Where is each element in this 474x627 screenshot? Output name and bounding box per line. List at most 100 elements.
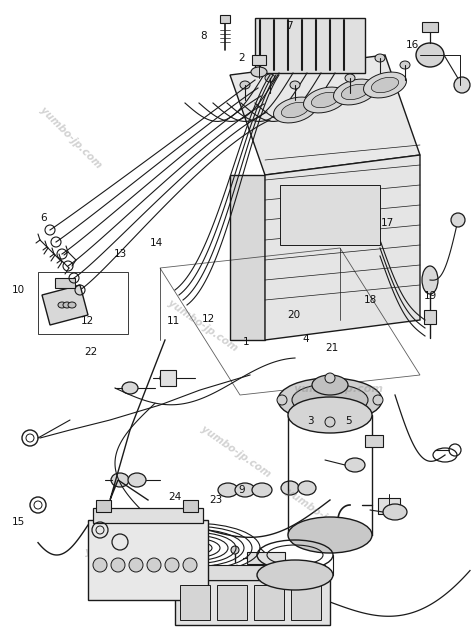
Text: 15: 15 (11, 517, 25, 527)
Bar (252, 55, 266, 65)
Circle shape (165, 558, 179, 572)
Ellipse shape (240, 81, 250, 89)
Circle shape (325, 373, 335, 383)
Ellipse shape (371, 77, 399, 93)
Ellipse shape (290, 81, 300, 89)
Circle shape (373, 395, 383, 405)
Ellipse shape (58, 302, 66, 308)
Bar (93, 508, 203, 523)
Bar (38, 272, 128, 334)
Text: 22: 22 (84, 347, 98, 357)
Text: 16: 16 (406, 40, 419, 50)
Bar (365, 435, 383, 447)
Polygon shape (265, 155, 420, 340)
Bar (180, 585, 210, 620)
Text: yumbo-jp.com: yumbo-jp.com (284, 487, 358, 542)
Circle shape (111, 558, 125, 572)
Ellipse shape (128, 473, 146, 487)
Text: 24: 24 (168, 492, 181, 502)
Bar (55, 278, 75, 288)
Circle shape (129, 558, 143, 572)
Ellipse shape (185, 546, 201, 570)
Text: 3: 3 (307, 416, 314, 426)
Ellipse shape (160, 372, 176, 384)
Bar (96, 500, 111, 512)
Text: 5: 5 (345, 416, 352, 426)
Text: 18: 18 (364, 295, 377, 305)
Ellipse shape (265, 74, 275, 82)
Bar (175, 580, 330, 625)
Bar (88, 520, 208, 600)
Ellipse shape (416, 43, 444, 67)
Text: 12: 12 (81, 316, 94, 326)
Ellipse shape (281, 481, 299, 495)
Ellipse shape (364, 72, 407, 98)
Bar (254, 585, 284, 620)
Text: 7: 7 (286, 21, 292, 31)
Circle shape (183, 558, 197, 572)
Text: 13: 13 (114, 249, 128, 259)
Text: 2: 2 (238, 53, 245, 63)
Text: yumbo-jp.com: yumbo-jp.com (85, 547, 174, 557)
Circle shape (231, 546, 239, 554)
Ellipse shape (111, 473, 129, 487)
Text: 1: 1 (243, 337, 250, 347)
Polygon shape (230, 175, 265, 340)
Text: 9: 9 (238, 485, 245, 495)
Text: 23: 23 (209, 495, 222, 505)
Text: 4: 4 (302, 334, 309, 344)
Ellipse shape (298, 481, 316, 495)
Ellipse shape (345, 74, 355, 82)
Bar (280, 185, 380, 245)
Ellipse shape (68, 302, 76, 308)
Text: yumbo-jp.com: yumbo-jp.com (294, 384, 383, 394)
Ellipse shape (235, 483, 255, 497)
Ellipse shape (292, 384, 368, 416)
Circle shape (454, 77, 470, 93)
Text: 8: 8 (201, 31, 207, 41)
Ellipse shape (251, 67, 267, 77)
Ellipse shape (422, 266, 438, 294)
Ellipse shape (63, 302, 71, 308)
Ellipse shape (383, 504, 407, 520)
Bar (255, 18, 365, 73)
Bar (291, 585, 321, 620)
Ellipse shape (303, 87, 346, 113)
Ellipse shape (288, 517, 372, 553)
Circle shape (147, 558, 161, 572)
Bar (247, 552, 285, 564)
Ellipse shape (278, 378, 382, 422)
Text: yumbo-jp.com: yumbo-jp.com (199, 424, 273, 479)
Text: 12: 12 (202, 314, 215, 324)
Bar (220, 15, 230, 23)
Ellipse shape (218, 483, 238, 497)
Bar (424, 310, 436, 324)
Circle shape (325, 417, 335, 427)
Ellipse shape (312, 375, 348, 395)
Ellipse shape (282, 102, 309, 118)
Circle shape (451, 213, 465, 227)
Text: yumbo-jp.com: yumbo-jp.com (38, 105, 103, 171)
Ellipse shape (257, 560, 333, 590)
Bar (217, 585, 247, 620)
Circle shape (93, 558, 107, 572)
Ellipse shape (375, 54, 385, 62)
Ellipse shape (252, 483, 272, 497)
Text: 20: 20 (287, 310, 301, 320)
Text: yumbo-jp.com: yumbo-jp.com (166, 298, 239, 354)
Text: 11: 11 (166, 316, 180, 326)
Text: 19: 19 (424, 291, 437, 301)
Ellipse shape (273, 97, 317, 123)
Bar (378, 498, 400, 514)
Text: 14: 14 (150, 238, 163, 248)
Bar (183, 500, 198, 512)
Bar (160, 370, 176, 386)
Bar (422, 22, 438, 32)
Bar (180, 565, 325, 580)
Ellipse shape (288, 397, 372, 433)
Ellipse shape (334, 79, 376, 105)
Polygon shape (42, 285, 88, 325)
Text: 10: 10 (11, 285, 25, 295)
Text: 6: 6 (40, 213, 47, 223)
Ellipse shape (122, 382, 138, 394)
